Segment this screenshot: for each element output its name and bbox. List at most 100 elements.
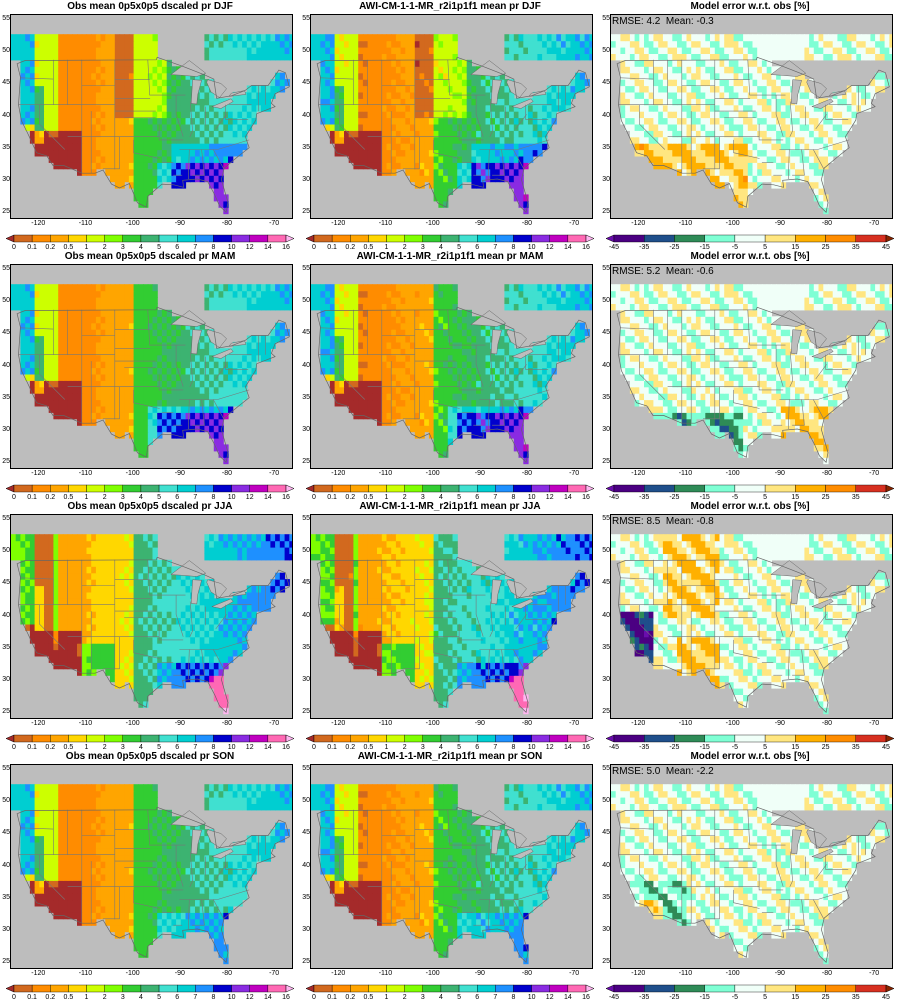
map-cell xyxy=(349,150,354,157)
map-cell xyxy=(743,73,748,80)
map-cell xyxy=(800,34,805,41)
map-cell xyxy=(429,118,434,125)
map-cell xyxy=(542,53,547,60)
map-cell xyxy=(523,47,528,54)
map-cell xyxy=(410,419,415,426)
map-cell xyxy=(44,329,49,336)
colorbar-min-arrow xyxy=(306,235,314,242)
map-cell xyxy=(219,124,224,131)
map-cell xyxy=(344,92,349,99)
map-cell xyxy=(438,98,443,105)
map-cell xyxy=(672,150,677,157)
map-cell xyxy=(401,156,406,163)
map-cell xyxy=(148,175,153,182)
map-cell xyxy=(72,118,77,125)
map-cell xyxy=(124,348,129,355)
map-cell xyxy=(91,34,96,41)
map-cell xyxy=(16,34,21,41)
map-cell xyxy=(396,412,401,419)
map-cell xyxy=(214,284,219,291)
map-cell xyxy=(120,34,125,41)
map-cell xyxy=(715,175,720,182)
map-cell xyxy=(120,291,125,298)
map-cell xyxy=(16,41,21,48)
map-cell xyxy=(467,98,472,105)
map-cell xyxy=(696,41,701,48)
map-cell xyxy=(72,156,77,163)
map-cell xyxy=(368,98,373,105)
map-cell xyxy=(214,444,219,451)
map-cell xyxy=(53,86,58,93)
map-cell xyxy=(420,98,425,105)
map-cell xyxy=(724,111,729,118)
map-cell xyxy=(696,34,701,41)
map-cell xyxy=(382,393,387,400)
map-cell xyxy=(63,355,68,362)
map-cell xyxy=(575,34,580,41)
map-cell xyxy=(44,303,49,310)
map-cell xyxy=(25,118,30,125)
map-cell xyxy=(391,53,396,60)
map-cell xyxy=(776,34,781,41)
map-cell xyxy=(429,374,434,381)
map-cell xyxy=(120,66,125,73)
map-cell xyxy=(148,374,153,381)
map-cell xyxy=(247,284,252,291)
map-cell xyxy=(687,105,692,112)
map-cell xyxy=(743,98,748,105)
map-cell xyxy=(424,425,429,432)
map-cell xyxy=(804,169,809,176)
map-cell xyxy=(533,105,538,112)
map-cell xyxy=(157,355,162,362)
map-cell xyxy=(110,291,115,298)
map-cell xyxy=(91,310,96,317)
map-cell xyxy=(471,143,476,150)
map-cell xyxy=(162,380,167,387)
map-cell xyxy=(443,86,448,93)
map-cell xyxy=(96,41,101,48)
map-cell xyxy=(814,162,819,169)
map-cell xyxy=(138,86,143,93)
map-cell xyxy=(443,105,448,112)
map-cell xyxy=(476,419,481,426)
map-cell xyxy=(124,393,129,400)
map-cell xyxy=(148,432,153,439)
map-cell xyxy=(134,73,139,80)
map-cell xyxy=(190,400,195,407)
map-cell xyxy=(214,412,219,419)
map-cell xyxy=(509,380,514,387)
y-tick-label: 30 xyxy=(300,176,310,183)
map-cell xyxy=(39,355,44,362)
map-frame xyxy=(310,264,593,469)
map-cell xyxy=(467,387,472,394)
map-cell xyxy=(330,79,335,86)
map-cell xyxy=(138,348,143,355)
map-cell xyxy=(420,118,425,125)
map-cell xyxy=(809,53,814,60)
map-cell xyxy=(270,41,275,48)
map-cell xyxy=(649,41,654,48)
map-cell xyxy=(101,118,106,125)
map-cell xyxy=(635,66,640,73)
map-cell xyxy=(129,41,134,48)
map-cell xyxy=(495,150,500,157)
map-cell xyxy=(214,419,219,426)
map-cell xyxy=(696,137,701,144)
map-cell xyxy=(58,86,63,93)
map-cell xyxy=(668,86,673,93)
map-cell xyxy=(115,297,120,304)
x-tick-label: -100 xyxy=(718,220,748,227)
map-cell xyxy=(219,368,224,375)
map-cell xyxy=(330,374,335,381)
colorbar-swatch xyxy=(50,485,68,492)
map-cell xyxy=(204,130,209,137)
map-cell xyxy=(533,47,538,54)
map-cell xyxy=(35,124,40,131)
map-cell xyxy=(448,380,453,387)
map-cell xyxy=(58,66,63,73)
map-cell xyxy=(852,34,857,41)
map-cell xyxy=(101,53,106,60)
map-cell xyxy=(401,66,406,73)
map-cell xyxy=(743,47,748,54)
map-cell xyxy=(762,98,767,105)
